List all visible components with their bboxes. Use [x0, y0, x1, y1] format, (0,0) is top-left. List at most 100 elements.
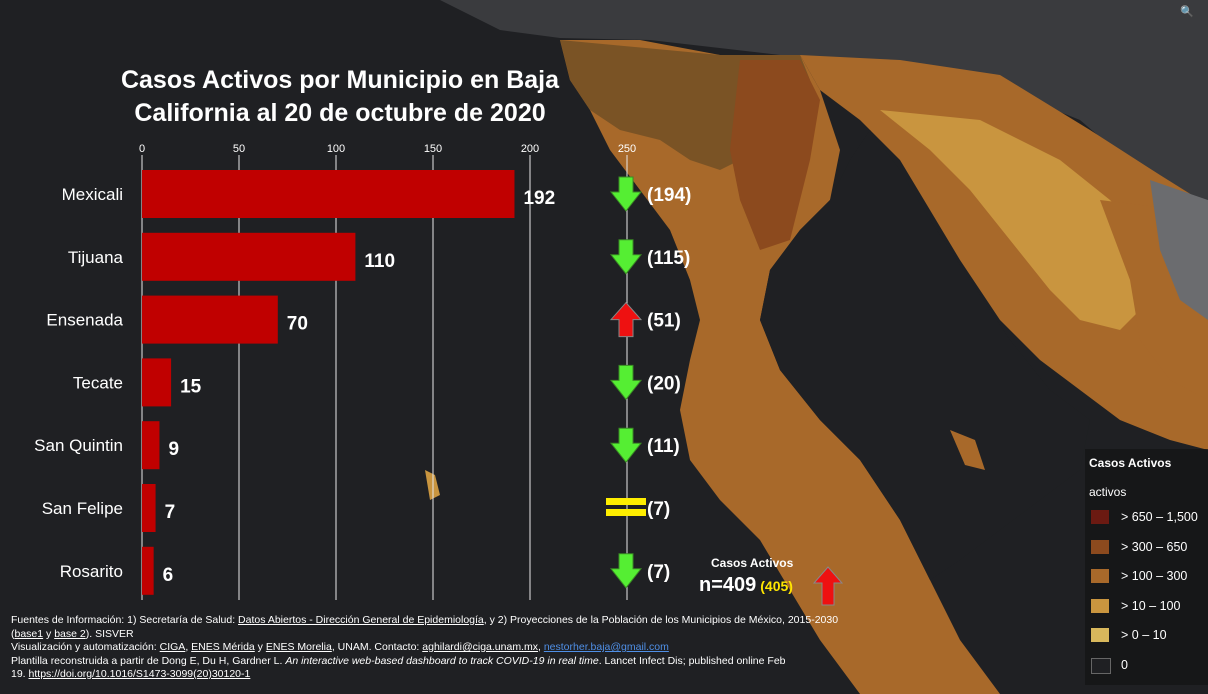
legend-subtitle: activos [1089, 485, 1127, 499]
sources-text: y [43, 627, 55, 640]
bar [142, 358, 172, 407]
category-label: Tecate [73, 373, 123, 392]
legend-swatch [1091, 628, 1109, 642]
value-label: 9 [168, 439, 179, 460]
bar [142, 484, 156, 532]
green-down-arrow-icon [609, 239, 643, 275]
legend-swatch [1091, 658, 1111, 674]
value-label: 110 [364, 251, 395, 272]
value-labels: 192 110 70 15 9 7 6 [163, 188, 556, 586]
chart-title: Casos Activos por Municipio en Baja Cali… [120, 66, 560, 127]
base2-link[interactable]: base 2 [54, 627, 86, 640]
legend-item-label: > 650 – 1,500 [1121, 510, 1198, 524]
legend-item-label: > 10 – 100 [1121, 599, 1181, 613]
sources-line: Fuentes de Información: 1) Secretaría de… [11, 614, 1086, 628]
epidemiologia-link[interactable]: Datos Abiertos - Dirección General de Ep… [238, 614, 484, 626]
legend: Casos Activos activos > 650 – 1,500 > 30… [1085, 449, 1208, 685]
sources-text: ). SISVER [85, 627, 134, 640]
sources-line: Plantilla reconstruida a partir de Dong … [11, 655, 1086, 669]
base1-link[interactable]: base1 [14, 627, 44, 640]
chart-grid [141, 155, 628, 600]
previous-labels: (194) (115) (51) (20) (11) (7) (7) [647, 185, 691, 583]
category-label: San Felipe [42, 499, 123, 518]
legend-item: > 100 – 300 [1091, 565, 1208, 587]
value-label: 192 [523, 188, 555, 209]
bar [142, 170, 515, 218]
total-previous: (405) [760, 578, 793, 594]
sources-text: Plantilla reconstruida a partir de Dong … [11, 654, 286, 667]
total-value: n=409 (405) [699, 574, 793, 597]
sources-text: 19. [11, 668, 29, 680]
category-label: Ensenada [46, 311, 123, 330]
tick-label: 100 [327, 143, 345, 155]
trend-markers [606, 176, 646, 589]
legend-item: 0 [1091, 654, 1208, 676]
category-label: Tijuana [68, 248, 124, 267]
sources-text: , y 2) Proyecciones de la Población de l… [483, 614, 839, 626]
previous-label: (115) [647, 248, 690, 269]
previous-label: (11) [647, 436, 680, 457]
legend-item: > 0 – 10 [1091, 624, 1208, 646]
tick-label: 150 [424, 143, 442, 155]
enes-merida-link[interactable]: ENES Mérida [191, 641, 255, 653]
sources-text: ( [11, 627, 15, 640]
enes-morelia-link[interactable]: ENES Morelia [265, 641, 332, 653]
category-label: San Quintin [34, 436, 123, 455]
category-labels: Mexicali Tijuana Ensenada Tecate San Quintin… [34, 185, 123, 581]
red-up-arrow-icon [609, 301, 643, 338]
value-label: 15 [180, 376, 202, 397]
sources-text: , [537, 641, 544, 653]
legend-item-label: > 100 – 300 [1121, 569, 1188, 583]
tick-label: 200 [521, 143, 539, 155]
legend-item-label: 0 [1121, 658, 1128, 672]
green-down-arrow-icon [609, 553, 643, 589]
ciga-link[interactable]: CIGA [159, 641, 186, 653]
previous-label: (7) [647, 562, 670, 583]
previous-label: (194) [647, 185, 691, 206]
legend-swatch [1091, 569, 1109, 583]
sources-line: 19. https://doi.org/10.1016/S1473-3099(2… [11, 668, 1086, 682]
yellow-equal-icon [606, 498, 646, 505]
sources-line: Visualización y automatización: CIGA, EN… [11, 641, 1086, 655]
green-down-arrow-icon [609, 364, 643, 401]
contact-email-link-2[interactable]: nestorher.baja@gmail.com [543, 641, 669, 653]
contact-email-link[interactable]: aghilardi@ciga.unam.mx [422, 641, 538, 653]
sources-text: Fuentes de Información: 1) Secretaría de… [11, 614, 239, 626]
category-label: Rosarito [60, 562, 123, 581]
tick-label: 0 [139, 143, 145, 155]
sources-line: (base1 y base 2). SISVER [11, 628, 1086, 642]
bar [142, 546, 154, 595]
total-count: n=409 [699, 574, 757, 596]
legend-item-label: > 0 – 10 [1121, 628, 1167, 642]
doi-link[interactable]: https://doi.org/10.1016/S1473-3099(20)30… [28, 668, 251, 680]
previous-label: (51) [647, 311, 681, 332]
bar [142, 295, 278, 344]
search-icon[interactable]: 🔍 [1172, 2, 1202, 22]
green-down-arrow-icon [609, 176, 643, 212]
legend-swatch [1091, 510, 1109, 524]
previous-label: (7) [647, 499, 670, 520]
legend-swatch [1091, 599, 1109, 613]
value-label: 6 [163, 565, 174, 586]
sources-text: Visualización y automatización: [11, 641, 160, 653]
value-label: 70 [287, 314, 308, 335]
legend-title: Casos Activos [1089, 456, 1172, 470]
sources-text: y [254, 641, 266, 653]
bar-chart: 0 50 100 150 200 250 Mexicali Tijuana Ensenada T… [34, 143, 691, 600]
sources-text: . Lancet Infect Dis; published online Fe… [598, 654, 786, 667]
sources-text: , UNAM. Contacto: [331, 641, 423, 653]
total-label: Casos Activos [711, 556, 794, 570]
bar [142, 421, 160, 470]
legend-item: > 10 – 100 [1091, 595, 1208, 617]
category-label: Mexicali [62, 185, 123, 204]
reference-title: An interactive web-based dashboard to tr… [285, 654, 599, 667]
sources-text: , [185, 641, 192, 653]
legend-item-label: > 300 – 650 [1121, 540, 1188, 554]
previous-label: (20) [647, 373, 681, 394]
value-label: 7 [165, 502, 176, 523]
legend-item: > 300 – 650 [1091, 536, 1208, 558]
sources-footer: Fuentes de Información: 1) Secretaría de… [11, 614, 1086, 682]
yellow-equal-icon [606, 509, 646, 516]
total-up-arrow-icon [812, 566, 844, 606]
